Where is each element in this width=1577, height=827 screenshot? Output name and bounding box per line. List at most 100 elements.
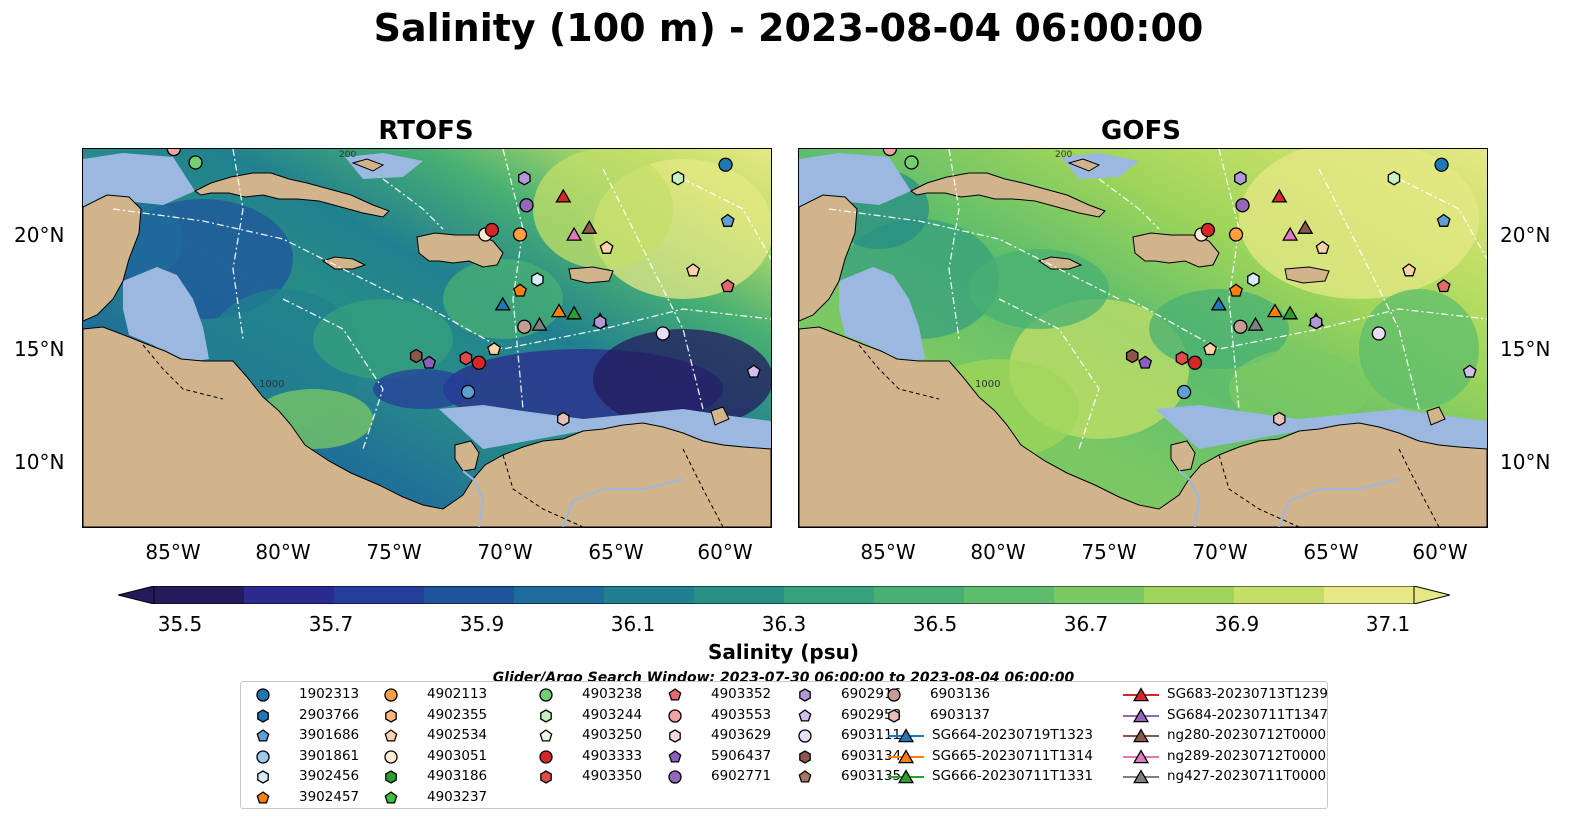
map-marker (1297, 220, 1314, 234)
legend-label: 3901686 (299, 727, 360, 744)
map-marker (1125, 348, 1139, 364)
legend-marker-icon (384, 750, 398, 764)
map-marker (718, 157, 733, 172)
legend-label: SG683-20230713T1239 (1167, 686, 1328, 702)
map-marker (166, 149, 182, 157)
map-marker (487, 342, 502, 356)
map-marker (599, 240, 614, 254)
lon-label-80w-b: 80°W (970, 540, 1026, 564)
legend-label: 6903137 (930, 706, 991, 723)
panel-title-gofs: GOFS (1101, 116, 1181, 146)
map-marker (1282, 305, 1299, 320)
lon-label-70w-b: 70°W (1192, 540, 1248, 564)
legend-marker-icon (539, 750, 553, 764)
colorbar-segment (244, 586, 335, 604)
legend-marker-icon (256, 729, 270, 742)
legend-marker-icon (540, 708, 552, 723)
colorbar-segment (154, 586, 245, 604)
lat-label-20n-left: 20°N (14, 223, 65, 247)
map-marker (1235, 198, 1250, 213)
map-marker (1175, 351, 1189, 366)
legend-marker-icon (799, 750, 811, 764)
legend-marker-icon (888, 769, 924, 784)
legend-label: 4903350 (582, 768, 643, 785)
isobath-label-top: 200 (339, 150, 356, 160)
legend-marker-icon (1123, 769, 1159, 784)
map-marker (531, 316, 548, 331)
legend-label: 5906437 (711, 747, 772, 764)
map-marker (1436, 213, 1451, 227)
map-marker (422, 355, 437, 369)
legend-label: 6902916 (841, 686, 902, 702)
legend-marker-icon (539, 688, 553, 702)
map-marker (1309, 314, 1323, 330)
colorbar-tick-36-1: 36.1 (610, 612, 656, 636)
colorbar-segment (604, 586, 695, 604)
map-marker (459, 351, 473, 366)
legend: 1902313 2903766 3901686 3901861 3902456 39024… (240, 681, 1328, 809)
colorbar-tick-36-7: 36.7 (1063, 612, 1109, 636)
map-marker (1233, 319, 1248, 334)
map-marker (519, 198, 534, 213)
legend-label: ng427-20230711T0000 (1167, 768, 1327, 785)
colorbar-tick-37-1: 37.1 (1365, 612, 1411, 636)
legend-marker-icon (1123, 749, 1159, 764)
map-panel-rtofs: 1000 200 (82, 148, 772, 528)
legend-marker-icon (257, 708, 269, 723)
legend-label: ng280-20230712T0000 (1167, 727, 1327, 744)
legend-marker-icon (887, 688, 901, 702)
lat-label-10n-left: 10°N (14, 450, 65, 474)
map-marker (1434, 157, 1449, 172)
lon-label-60w-b: 60°W (1412, 540, 1468, 564)
map-marker (671, 171, 685, 186)
map-marker (517, 319, 532, 334)
colorbar-segment (784, 586, 875, 604)
lon-label-80w-a: 80°W (255, 540, 311, 564)
legend-marker-icon (385, 770, 397, 785)
colorbar-segment (424, 586, 515, 604)
map-marker (720, 213, 735, 227)
legend-marker-icon (1123, 707, 1159, 722)
map-marker (904, 155, 919, 170)
map-marker (188, 155, 203, 170)
legend-label: 6903134 (841, 747, 902, 764)
map-marker (1228, 227, 1244, 242)
legend-label: 3902457 (299, 789, 360, 805)
lat-label-15n-right: 15°N (1500, 337, 1551, 361)
map-marker (566, 226, 583, 241)
legend-label: 4903051 (427, 747, 488, 764)
legend-marker-icon (385, 708, 397, 723)
colorbar-tick-35-9: 35.9 (459, 612, 505, 636)
legend-marker-icon (798, 729, 812, 743)
map-marker (494, 296, 511, 311)
colorbar-segment (1144, 586, 1235, 604)
map-canvas: 1000 200 (83, 149, 771, 527)
legend-label: 4903553 (711, 706, 772, 723)
map-marker (512, 227, 528, 242)
legend-marker-icon (540, 770, 552, 785)
isobath-label-top: 200 (1055, 150, 1072, 160)
legend-label: 6902771 (711, 768, 772, 785)
legend-marker-icon (668, 770, 682, 785)
colorbar-segment (1324, 586, 1415, 604)
map-marker (581, 220, 598, 234)
map-marker (555, 188, 572, 203)
legend-label: ng289-20230712T0000 (1167, 747, 1327, 764)
legend-label: 4903333 (582, 747, 643, 764)
map-marker (1138, 355, 1153, 369)
map-canvas: 1000 200 (799, 149, 1487, 527)
legend-label: SG684-20230711T1347 (1167, 706, 1328, 723)
map-marker (655, 326, 670, 341)
legend-marker-icon (384, 729, 398, 742)
map-marker (1271, 188, 1288, 203)
lat-label-20n-right: 20°N (1500, 223, 1551, 247)
map-marker (471, 355, 487, 370)
colorbar-tick-36-3: 36.3 (761, 612, 807, 636)
legend-marker-icon (256, 750, 270, 764)
legend-label: 4902355 (427, 706, 488, 723)
colorbar-segment (334, 586, 425, 604)
lat-label-15n-left: 15°N (14, 337, 65, 361)
legend-marker-icon (1123, 728, 1159, 743)
legend-label: 4902113 (427, 686, 488, 702)
map-marker (518, 171, 531, 186)
